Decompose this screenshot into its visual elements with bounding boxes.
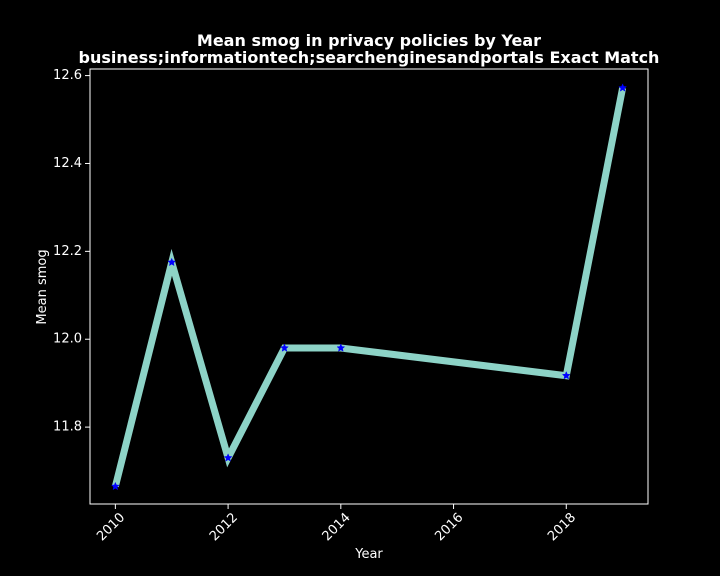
plot-area — [110, 83, 628, 491]
y-tick-label-11.8: 11.8 — [53, 420, 82, 435]
x-axis-label: Year — [354, 547, 383, 562]
data-point-star-2013 — [280, 343, 289, 352]
y-axis-ticks: 11.8 12.0 12.2 12.4 12.6 — [53, 68, 90, 435]
y-axis-label: Mean smog — [35, 249, 50, 324]
data-point-star-2019 — [618, 83, 628, 92]
data-point-star-2018 — [561, 371, 571, 380]
y-tick-label-12.2: 12.2 — [53, 244, 82, 259]
data-point-star-2010 — [110, 481, 120, 491]
y-tick-label-12.4: 12.4 — [53, 156, 82, 171]
y-tick-label-12.6: 12.6 — [53, 68, 82, 83]
data-point-star-2012 — [223, 453, 233, 462]
chart-title-line-2: business;informationtech;searchenginesan… — [79, 48, 660, 67]
data-point-star-2011 — [167, 257, 177, 267]
chart-title-line-1: Mean smog in privacy policies by Year — [197, 31, 541, 50]
data-point-star-2014 — [336, 343, 346, 352]
y-tick-label-12.0: 12.0 — [53, 332, 82, 347]
axes-frame — [89, 68, 649, 505]
